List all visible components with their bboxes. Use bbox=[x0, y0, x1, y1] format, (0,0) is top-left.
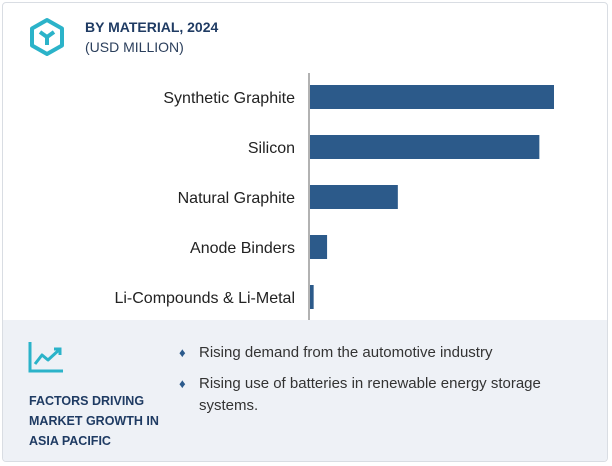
bar-synthetic-graphite bbox=[310, 85, 554, 109]
chart-card: BY MATERIAL, 2024 (USD MILLION) Syntheti… bbox=[2, 2, 608, 462]
bar-li-compounds-li-metal bbox=[310, 285, 314, 309]
diamond-bullet-icon: ♦ bbox=[179, 376, 186, 391]
category-label: Silicon bbox=[248, 140, 295, 157]
diamond-bullet-icon: ♦ bbox=[179, 345, 186, 360]
trend-line-icon bbox=[28, 342, 63, 373]
category-label: Natural Graphite bbox=[178, 190, 295, 207]
category-label: Li-Compounds & Li-Metal bbox=[114, 290, 295, 307]
bullet-text: Rising use of batteries in renewable ene… bbox=[199, 375, 541, 414]
factors-heading: FACTORS DRIVING MARKET GROWTH IN ASIA PA… bbox=[29, 394, 159, 448]
bar-silicon bbox=[310, 135, 540, 159]
bar-natural-graphite bbox=[310, 185, 398, 209]
factors-panel: FACTORS DRIVING MARKET GROWTH IN ASIA PA… bbox=[3, 320, 607, 461]
chart-subtitle: (USD MILLION) bbox=[85, 39, 184, 55]
category-label: Synthetic Graphite bbox=[163, 90, 295, 107]
bullet-text: Rising demand from the automotive indust… bbox=[199, 344, 493, 361]
hexagon-cube-icon bbox=[30, 18, 64, 56]
factors-list: ♦ Rising demand from the automotive indus… bbox=[177, 342, 597, 426]
category-label: Anode Binders bbox=[190, 240, 295, 257]
list-item: ♦ Rising use of batteries in renewable en… bbox=[177, 373, 597, 417]
bar-anode-binders bbox=[310, 235, 328, 259]
bar-chart: Synthetic Graphite Silicon Natural Graphit… bbox=[114, 73, 554, 323]
list-item: ♦ Rising demand from the automotive indus… bbox=[177, 342, 597, 364]
chart-title: BY MATERIAL, 2024 bbox=[85, 19, 219, 35]
